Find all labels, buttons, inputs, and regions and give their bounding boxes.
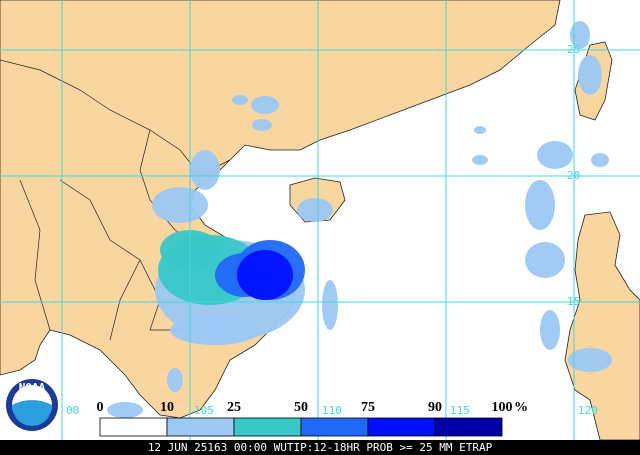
rain-area [107,402,143,418]
lon-label: 00 [66,404,79,417]
legend: 0 10 25 50 75 90 100% [97,400,528,437]
rain-area [237,250,293,300]
rain-area [251,96,279,114]
rain-area [525,180,555,230]
legend-swatch [99,417,168,437]
caption-bar [0,440,640,455]
rain-area [472,155,488,165]
lon-label: 110 [322,404,342,417]
rain-area [170,315,260,345]
rain-area [570,21,590,49]
legend-label: 25 [227,400,241,415]
rain-area [568,348,612,372]
legend-label: 100 [492,400,513,415]
rain-area [252,119,272,131]
noaa-logo: NOAA [6,379,58,431]
rain-probability [107,21,612,418]
land [0,0,640,441]
legend-swatch [233,417,302,437]
lon-label: 105 [194,404,214,417]
rain-area [578,55,602,95]
rain-area [322,280,338,330]
legend-label: 50 [294,400,308,415]
rain-area [591,153,609,167]
rain-area [525,242,565,278]
rain-area [537,141,573,169]
grid: 25201500105110115120 [0,0,640,440]
lon-label: 115 [450,404,470,417]
legend-label: 0 [97,400,104,415]
legend-swatch [434,417,503,437]
rain-area [152,187,208,223]
rain-area [232,95,248,105]
legend-swatch [166,417,235,437]
rain-area [474,126,486,134]
logo-text: NOAA [19,381,46,394]
legend-unit: % [514,400,528,415]
rain-area [190,150,220,190]
legend-swatch [300,417,369,437]
rain-area [540,310,560,350]
rain-area [167,368,183,392]
caption: 12 JUN 25163 00:00 WUTIP:12-18HR PROB >=… [148,441,493,454]
legend-label: 90 [428,400,442,415]
legend-swatch [367,417,436,437]
lon-label: 120 [578,404,598,417]
legend-label: 75 [361,400,375,415]
legend-label: 10 [160,400,174,415]
rain-area [297,198,333,222]
